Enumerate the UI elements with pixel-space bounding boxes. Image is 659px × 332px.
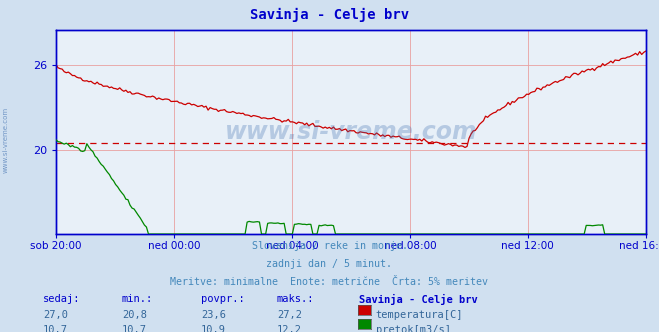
Text: 10,7: 10,7 bbox=[43, 325, 68, 332]
Text: 10,7: 10,7 bbox=[122, 325, 147, 332]
Text: www.si-vreme.com: www.si-vreme.com bbox=[2, 106, 9, 173]
Text: Meritve: minimalne  Enote: metrične  Črta: 5% meritev: Meritve: minimalne Enote: metrične Črta:… bbox=[171, 277, 488, 287]
Text: sedaj:: sedaj: bbox=[43, 294, 80, 304]
Text: povpr.:: povpr.: bbox=[201, 294, 244, 304]
Text: www.si-vreme.com: www.si-vreme.com bbox=[225, 120, 477, 144]
Text: pretok[m3/s]: pretok[m3/s] bbox=[376, 325, 451, 332]
Text: Slovenija / reke in morje.: Slovenija / reke in morje. bbox=[252, 241, 407, 251]
Text: maks.:: maks.: bbox=[277, 294, 314, 304]
Text: 23,6: 23,6 bbox=[201, 310, 226, 320]
Text: 27,2: 27,2 bbox=[277, 310, 302, 320]
Text: min.:: min.: bbox=[122, 294, 153, 304]
Text: 20,8: 20,8 bbox=[122, 310, 147, 320]
Text: 10,9: 10,9 bbox=[201, 325, 226, 332]
Text: 12,2: 12,2 bbox=[277, 325, 302, 332]
Text: Savinja - Celje brv: Savinja - Celje brv bbox=[359, 294, 478, 305]
Text: 27,0: 27,0 bbox=[43, 310, 68, 320]
Text: temperatura[C]: temperatura[C] bbox=[376, 310, 463, 320]
Text: zadnji dan / 5 minut.: zadnji dan / 5 minut. bbox=[266, 259, 393, 269]
Text: Savinja - Celje brv: Savinja - Celje brv bbox=[250, 8, 409, 23]
